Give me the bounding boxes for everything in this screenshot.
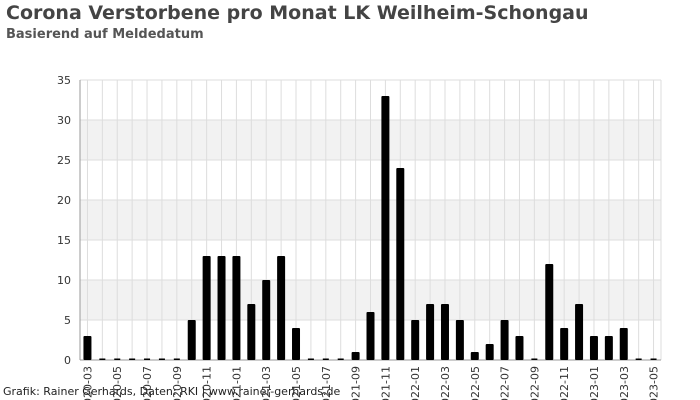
y-tick-label: 35 — [57, 74, 71, 87]
x-tick-label: 2022-07 — [499, 366, 512, 400]
bar — [217, 256, 226, 360]
bar — [531, 358, 538, 360]
bar — [589, 336, 598, 360]
bar — [187, 320, 196, 360]
bar — [575, 304, 584, 360]
bar — [158, 358, 165, 360]
y-tick-label: 0 — [64, 354, 71, 367]
bar — [455, 320, 464, 360]
bar — [202, 256, 211, 360]
x-tick-label: 2022-11 — [558, 366, 571, 400]
x-tick-label: 2020-03 — [81, 366, 94, 400]
bar — [560, 328, 569, 360]
x-tick-label: 2022-05 — [469, 366, 482, 400]
bar — [470, 352, 479, 360]
bar — [485, 344, 494, 360]
bar — [307, 358, 314, 360]
bar — [396, 168, 405, 360]
x-tick-label: 2023-03 — [618, 366, 631, 400]
x-tick-label: 2021-05 — [290, 366, 303, 400]
y-tick-label: 20 — [57, 194, 71, 207]
bar — [232, 256, 241, 360]
bar — [426, 304, 435, 360]
bar — [99, 358, 106, 360]
x-tick-label: 2021-07 — [320, 366, 333, 400]
chart-subtitle: Basierend auf Meldedatum — [6, 27, 204, 42]
x-tick-label: 2021-11 — [379, 366, 392, 400]
bar — [515, 336, 524, 360]
bar — [604, 336, 613, 360]
bar — [83, 336, 92, 360]
x-tick-label: 2020-09 — [171, 366, 184, 400]
bar — [173, 358, 180, 360]
y-tick-label: 25 — [57, 154, 71, 167]
y-tick-label: 10 — [57, 274, 71, 287]
bar — [337, 358, 344, 360]
bar — [129, 358, 136, 360]
bar — [144, 358, 151, 360]
bar — [322, 358, 329, 360]
bar — [277, 256, 286, 360]
bar — [247, 304, 256, 360]
bar — [381, 96, 390, 360]
y-tick-label: 5 — [64, 314, 71, 327]
chart-title: Corona Verstorbene pro Monat LK Weilheim… — [6, 2, 589, 24]
x-tick-label: 2021-09 — [350, 366, 363, 400]
bar — [500, 320, 509, 360]
x-tick-label: 2023-01 — [588, 366, 601, 400]
bar — [619, 328, 628, 360]
bar — [411, 320, 420, 360]
bar — [650, 358, 657, 360]
bar — [262, 280, 271, 360]
bar — [635, 358, 642, 360]
bar — [545, 264, 554, 360]
x-tick-label: 2020-05 — [111, 366, 124, 400]
bar — [114, 358, 121, 360]
credit-footer: Grafik: Rainer Gerhards, Daten: RKI | ww… — [3, 385, 341, 398]
bar — [292, 328, 301, 360]
x-tick-label: 2022-01 — [409, 366, 422, 400]
bar — [351, 352, 360, 360]
x-tick-label: 2022-03 — [439, 366, 452, 400]
x-tick-label: 2021-03 — [260, 366, 273, 400]
bar — [440, 304, 449, 360]
x-tick-label: 2020-11 — [201, 366, 214, 400]
bar — [366, 312, 375, 360]
x-tick-label: 2022-09 — [528, 366, 541, 400]
x-tick-label: 2020-07 — [141, 366, 154, 400]
x-tick-label: 2023-05 — [648, 366, 661, 400]
y-tick-label: 15 — [57, 234, 71, 247]
x-tick-label: 2021-01 — [230, 366, 243, 400]
y-tick-label: 30 — [57, 114, 71, 127]
